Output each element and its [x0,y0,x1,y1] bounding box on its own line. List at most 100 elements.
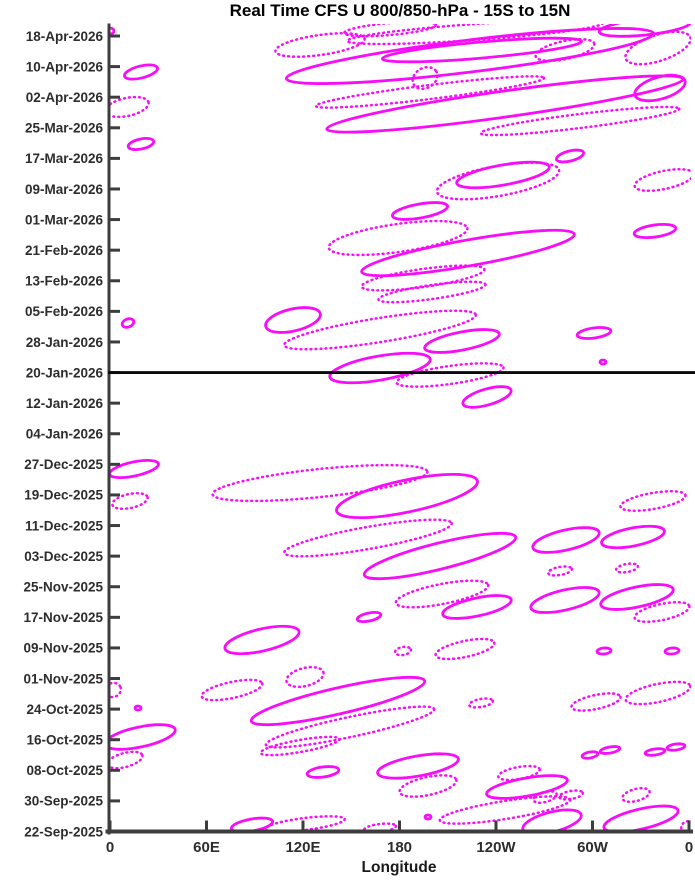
dotted-contour [621,786,651,804]
solid-contour [423,328,501,354]
dotted-contour [200,678,264,702]
longitude-tick-label: 180 [387,839,412,856]
date-label: 21-Feb-2026 [25,243,104,258]
solid-contour [110,723,177,751]
solid-contour [362,531,518,581]
chart-title: Real Time CFS U 800/850-hPa - 15S to 15N [230,1,571,20]
dotted-contour [342,24,438,38]
longitude-tick-label: 60E [193,839,220,856]
dotted-contour [411,65,439,91]
date-label: 12-Jan-2026 [26,396,104,411]
longitude-tick-label: 0 [106,839,114,856]
solid-contour [380,36,584,64]
dotted-contour [633,167,691,193]
dotted-contour [395,362,505,388]
solid-contour [328,351,432,385]
solid-contour [110,459,160,479]
solid-contour [264,306,322,334]
solid-contour [441,594,513,620]
dotted-contour [438,795,572,825]
date-label: 01-Nov-2025 [23,671,103,686]
date-label: 22-Sep-2025 [24,824,103,839]
date-label: 24-Oct-2025 [26,702,103,717]
solid-contour [598,745,622,755]
dotted-contour [614,562,640,574]
dotted-contour [327,219,469,257]
dotted-contour [360,264,486,292]
longitude-axis-labels: 0 60E 120E 180 120W 60W 0 [106,839,693,856]
solid-contour [123,63,159,81]
solid-contour [223,624,301,656]
dotted-contour [393,645,413,657]
dotted-contour [619,490,687,512]
solid-contour [461,385,513,409]
longitude-tick-label: 120W [476,839,516,856]
date-label: 25-Nov-2025 [23,580,103,595]
dotted-contour [546,565,574,577]
dotted-contour [624,680,691,706]
longitude-tick-label: 60W [577,839,609,856]
solid-contour [485,774,569,800]
dotted-contour [282,309,478,351]
date-label: 17-Nov-2025 [23,610,103,625]
date-label: 02-Apr-2026 [26,90,104,105]
solid-contour [120,317,136,329]
date-label: 09-Mar-2026 [25,182,104,197]
solid-contour [597,24,691,38]
solid-contour [575,326,613,340]
dotted-contour [434,637,496,661]
date-label: 20-Jan-2026 [26,365,104,380]
solid-contour [423,813,433,821]
dotted-contour [274,32,366,58]
dotted-contour [532,790,558,804]
axes [105,23,693,835]
solid-contour [390,201,450,221]
solid-contour [600,524,666,550]
dotted-contour [110,681,123,699]
solid-contour [531,526,601,554]
solid-contour [335,472,479,520]
dotted-contour [534,37,596,63]
date-label: 03-Dec-2025 [24,549,103,564]
solid-contour [665,742,687,752]
solid-contour [643,747,667,757]
contour-lines [110,24,691,833]
date-label: 09-Nov-2025 [23,641,103,656]
dotted-contour [111,491,149,511]
solid-contour [305,765,341,779]
dotted-contour [110,95,150,119]
date-label: 05-Feb-2026 [25,304,104,319]
date-label: 04-Jan-2026 [26,427,104,442]
dotted-contour [211,463,429,503]
dotted-contour [346,24,604,46]
solid-contour [632,222,678,240]
dotted-contour [264,705,436,749]
date-label: 19-Dec-2025 [24,488,103,503]
date-label: 30-Sep-2025 [24,794,103,809]
dotted-contour [624,30,691,66]
longitude-tick-label: 0 [685,839,693,856]
solid-contour [325,74,685,134]
dotted-contour [435,161,561,201]
dotted-contour [497,764,541,782]
dotted-contour [394,579,490,609]
dotted-contour [314,75,546,109]
date-label: 13-Feb-2026 [25,274,104,289]
date-label: 18-Apr-2026 [26,29,104,44]
solid-contour [376,752,460,780]
solid-contour [599,583,675,611]
date-label: 01-Mar-2026 [25,212,104,227]
dotted-contour [283,518,453,558]
date-label: 08-Oct-2025 [26,763,103,778]
dotted-contour [557,789,585,801]
dotted-contour [377,280,487,304]
dotted-contour [110,750,144,770]
dotted-contour [570,692,622,712]
dotted-contour [467,697,495,709]
dotted-contour [633,600,691,624]
x-axis-title: Longitude [362,859,437,876]
solid-contour [133,704,143,712]
solid-contour [355,610,383,624]
